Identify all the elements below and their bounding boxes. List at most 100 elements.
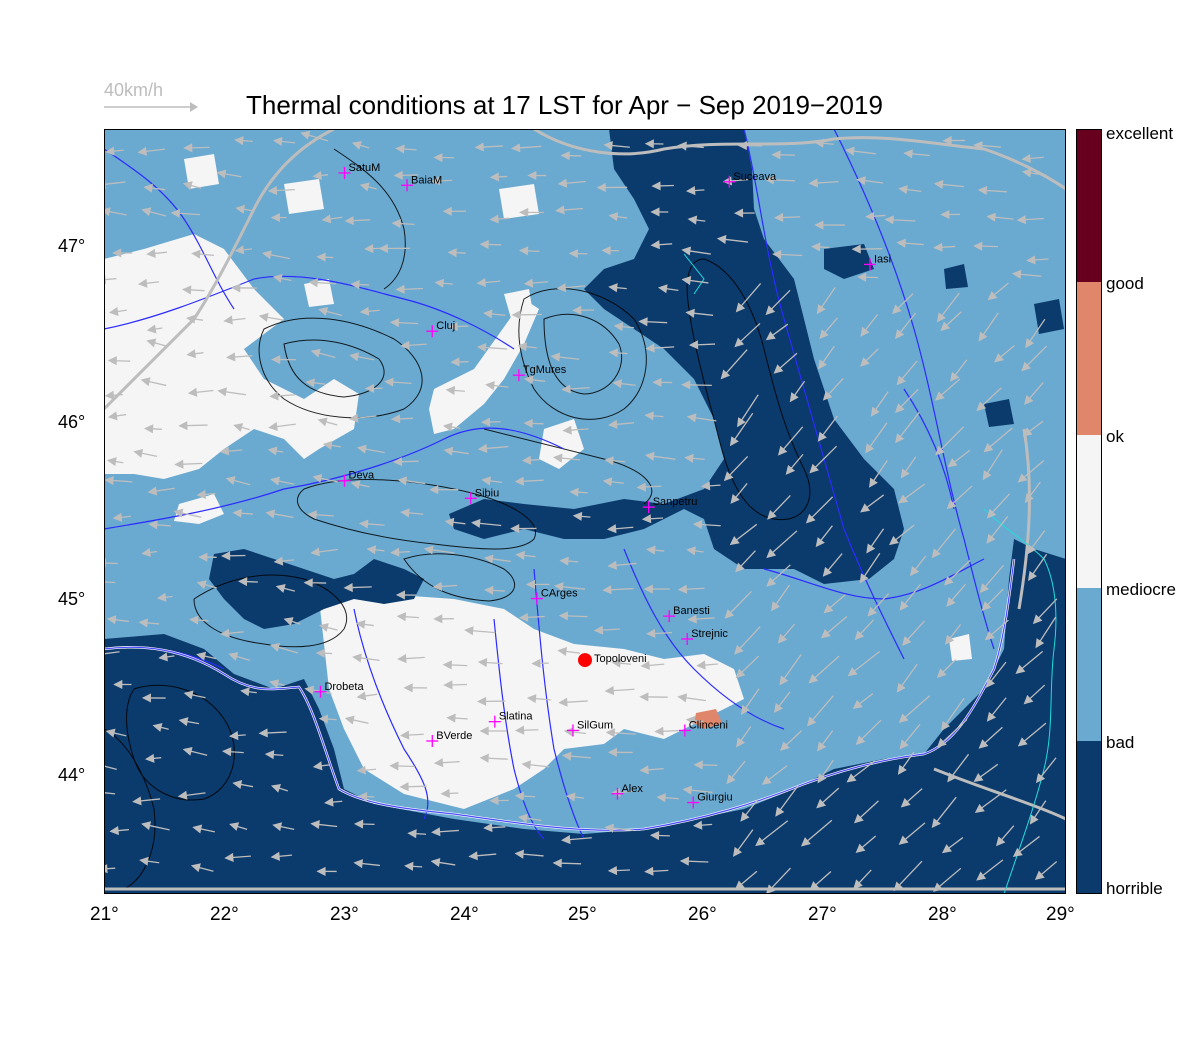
wind-arrow-head: [1021, 168, 1032, 178]
wind-arrow-head: [489, 796, 499, 806]
wind-arrow-head: [941, 844, 952, 854]
wind-arrow-head: [867, 606, 877, 617]
wind-arrow-head: [510, 143, 521, 153]
wind-arrow-head: [1017, 473, 1028, 483]
good-spot: [694, 709, 722, 729]
wind-arrow-head: [146, 338, 157, 348]
wind-arrow-head: [986, 508, 997, 519]
city-label: Iasi: [874, 253, 891, 265]
wind-arrow-head: [973, 141, 983, 151]
wind-arrow-head: [608, 212, 619, 222]
wind-arrow-head: [771, 150, 781, 160]
wind-arrow-head: [108, 306, 119, 316]
wind-arrow-head: [514, 849, 524, 859]
lon-tick-23: 23°: [330, 904, 359, 925]
wind-arrow-head: [981, 601, 992, 611]
wind-arrow-head: [550, 352, 561, 362]
wind-arrow-head: [104, 476, 114, 486]
wind-arrow-head: [104, 390, 115, 400]
wind-arrow-head: [735, 668, 746, 679]
wind-arrow-head: [608, 348, 619, 358]
wind-arrow-head: [378, 243, 388, 254]
wind-arrow-head: [811, 242, 821, 252]
wind-arrow-head: [933, 179, 944, 189]
wind-arrow-head: [310, 348, 321, 358]
site-dot: [578, 653, 592, 668]
wind-arrow-head: [895, 329, 905, 340]
wind-arrow-head: [1032, 614, 1043, 625]
wind-arrow-head: [898, 494, 909, 504]
wind-arrow-head: [852, 699, 863, 710]
wind-arrow-head: [986, 212, 996, 222]
wind-arrow-head: [158, 652, 168, 662]
wind-arrow-head: [510, 524, 520, 534]
lon-tick-21: 21°: [90, 904, 119, 925]
wind-arrow-head: [270, 783, 281, 793]
wind-arrow-head: [321, 214, 332, 224]
wind-arrow-head: [224, 852, 234, 863]
legend-label-bad: bad: [1106, 733, 1135, 752]
wind-arrow-head: [190, 863, 201, 873]
wind-arrow-head: [265, 509, 276, 519]
wind-arrow-head: [359, 182, 370, 192]
wind-arrow-head: [603, 141, 613, 151]
wind-arrow-head: [140, 377, 151, 387]
wind-arrow-head: [531, 658, 541, 668]
city-label: SatuM: [349, 162, 381, 174]
colorbar-band-good: [1076, 282, 1102, 435]
wind-arrow-head: [607, 865, 618, 876]
wind-arrow-head: [137, 278, 148, 288]
wind-arrow-head: [640, 660, 650, 670]
wind-arrow-head: [283, 617, 294, 626]
wind-arrow-head: [561, 835, 571, 845]
wind-arrow-head: [559, 556, 569, 566]
wind-arrow-head: [343, 583, 353, 593]
wind-arrow-head: [901, 636, 912, 646]
wind-arrow-head: [773, 702, 784, 713]
city-marker: Sibiu: [464, 487, 499, 505]
wind-arrow-head: [686, 546, 696, 556]
wind-arrow-head: [523, 375, 534, 385]
wind-arrow-head: [177, 790, 188, 800]
wind-arrow-head: [604, 823, 614, 833]
wind-arrow-head: [644, 139, 654, 149]
wind-arrow-head: [229, 822, 240, 831]
wind-arrow-head: [433, 152, 443, 163]
wind-arrow-head: [112, 248, 122, 258]
wind-arrow-head: [568, 249, 579, 259]
wind-arrow-head: [773, 212, 784, 223]
wind-arrow-head: [232, 508, 242, 518]
wind-arrow-head: [356, 444, 367, 454]
wind-arrow-head: [735, 302, 746, 313]
wind-arrow-head: [471, 518, 481, 528]
wind-arrow-head: [897, 764, 907, 775]
wind-arrow-head: [235, 204, 245, 214]
site-label: Topoloveni: [594, 653, 647, 665]
wind-arrow-head: [636, 482, 646, 492]
lat-tick-47: 47°: [58, 236, 86, 256]
wind-arrow-head: [986, 711, 997, 722]
wind-arrow-head: [148, 520, 158, 530]
wind-arrow-head: [138, 618, 148, 628]
wind-arrow-head: [898, 835, 909, 845]
wind-arrow-head: [316, 252, 326, 262]
thermal-map: SatuM BaiaM Suceava Iasi Cluj TgMures Deva Sibi…: [104, 129, 1066, 894]
wind-arrow-head: [987, 290, 998, 301]
wind-arrow-head: [349, 352, 360, 362]
wind-arrow-head: [145, 753, 155, 763]
wind-arrow-head: [443, 446, 454, 456]
wind-arrow-head: [356, 765, 367, 775]
city-marker: Suceava: [723, 171, 777, 188]
wind-arrow-head: [217, 387, 227, 397]
city-marker: Iasi: [863, 253, 891, 271]
wind-arrow-head: [186, 314, 196, 324]
wind-arrow-head: [604, 686, 615, 696]
wind-arrow-head: [870, 406, 880, 417]
wind-arrow-head: [982, 470, 992, 481]
wind-arrow-head: [605, 728, 616, 738]
wind-arrow-head: [638, 317, 648, 327]
site-marker: Topoloveni: [578, 653, 647, 668]
city-marker: CArges: [530, 588, 578, 605]
wind-arrow-head: [393, 170, 403, 180]
wind-arrow-head: [822, 566, 833, 577]
